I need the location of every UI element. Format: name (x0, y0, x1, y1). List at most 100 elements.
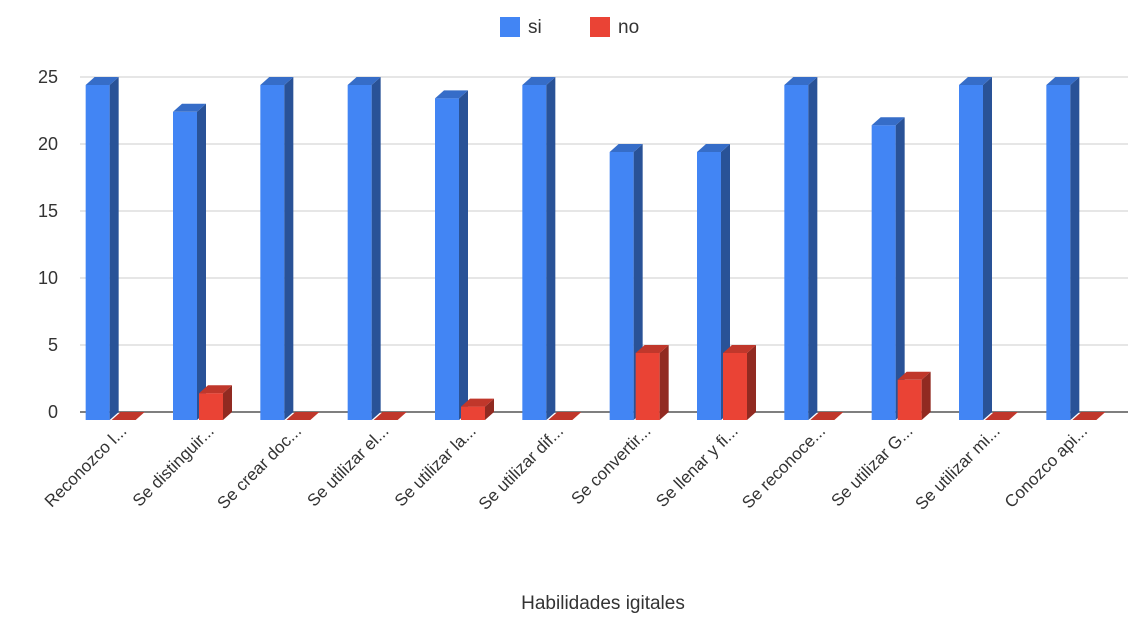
y-tick-label: 5 (48, 335, 58, 355)
y-tick-label: 20 (38, 134, 58, 154)
bar-front (697, 152, 721, 420)
bar-top (609, 144, 643, 152)
bar-top (199, 385, 232, 394)
bar-side (371, 77, 381, 420)
bar-top (1072, 412, 1106, 420)
legend-item-no[interactable]: no (590, 17, 639, 38)
bar-top (784, 77, 818, 85)
bar-side (284, 77, 294, 420)
bar-side (808, 77, 818, 420)
bar-front (173, 111, 197, 421)
bar-side (747, 345, 756, 420)
bars (85, 77, 1106, 421)
bar-si (959, 77, 992, 420)
bar-top (1046, 77, 1080, 85)
bar-no (286, 412, 320, 420)
bar-side (197, 103, 206, 421)
bar-side (109, 77, 119, 420)
x-tick-label: Se utilizar G... (828, 421, 917, 510)
bar-si (871, 117, 905, 420)
bar-side (223, 385, 232, 420)
gridlines (80, 76, 1128, 413)
bar-no (1072, 412, 1106, 420)
bar-top (697, 144, 730, 152)
bar-no (635, 345, 669, 420)
bar-no (723, 345, 756, 420)
x-tick-label: Se crear doc... (214, 421, 306, 513)
bar-top (810, 412, 844, 420)
bar-top (260, 77, 294, 85)
bar-top (635, 345, 669, 353)
x-axis-title: Habilidades igitales (521, 593, 685, 614)
bar-si (784, 77, 818, 420)
bar-si (260, 77, 294, 420)
x-tick-label: Se utilizar la... (391, 421, 480, 510)
bar-top (897, 371, 931, 380)
legend-label: no (618, 17, 639, 38)
bar-si (85, 77, 119, 420)
legend-label: si (528, 17, 542, 38)
bar-top (522, 77, 556, 85)
bar-top (435, 90, 468, 99)
x-tick-label: Conozco api... (1001, 421, 1091, 511)
bar-si (522, 77, 556, 420)
x-tick-label: Se utilizar mi... (912, 421, 1004, 513)
legend-swatch (590, 17, 610, 37)
bar-top (871, 117, 905, 126)
y-tick-label: 25 (38, 67, 58, 87)
bar-front (784, 85, 809, 420)
y-tick-label: 15 (38, 201, 58, 221)
x-tick-label: Se reconoce... (738, 421, 829, 512)
bar-top (461, 398, 494, 407)
x-tick-label: Se convertir... (568, 421, 655, 508)
bar-si (1046, 77, 1080, 420)
bar-side (983, 77, 992, 420)
y-tick-label: 0 (48, 402, 58, 422)
bar-front (897, 379, 922, 420)
bar-side (546, 77, 556, 420)
bar-si (173, 103, 206, 421)
bar-no (897, 371, 931, 420)
bar-side (921, 371, 931, 420)
bar-top (548, 412, 582, 420)
bar-front (871, 125, 896, 420)
x-axis-ticks: Reconozco l...Se distinguir...Se crear d… (41, 421, 1091, 513)
bar-front (635, 353, 660, 420)
x-tick-label: Reconozco l... (41, 421, 131, 511)
legend-swatch (500, 17, 520, 37)
bar-front (609, 152, 634, 420)
bar-side (895, 117, 905, 420)
bar-no (985, 412, 1018, 420)
x-tick-label: Se distinguir... (129, 421, 218, 510)
bar-front (522, 85, 547, 420)
bar-si (435, 90, 468, 421)
bar-front (435, 98, 459, 421)
bar-top (111, 412, 145, 420)
bar-no (199, 385, 232, 420)
bar-top (373, 412, 407, 420)
bar-no (111, 412, 145, 420)
bar-no (810, 412, 844, 420)
bar-side (459, 90, 468, 421)
bar-top (959, 77, 992, 85)
y-tick-label: 10 (38, 268, 58, 288)
bar-front (85, 85, 110, 420)
bar-front (347, 85, 372, 420)
bar-front (461, 406, 485, 420)
bar-top (347, 77, 381, 85)
bar-side (1070, 77, 1080, 420)
bar-front (199, 393, 223, 420)
bar-front (260, 85, 285, 420)
bar-front (1046, 85, 1071, 420)
bar-no (461, 398, 494, 420)
bar-side (659, 345, 669, 420)
legend: si no (500, 17, 639, 38)
y-axis-ticks: 0 5 10 15 20 25 (38, 67, 58, 422)
x-tick-label: Se llenar y fi... (652, 421, 742, 511)
bar-no (373, 412, 407, 420)
bar-si (347, 77, 381, 420)
legend-item-si[interactable]: si (500, 17, 542, 38)
x-tick-label: Se utilizar el... (304, 421, 393, 510)
bar-top (85, 77, 119, 85)
bar-top (723, 345, 756, 353)
